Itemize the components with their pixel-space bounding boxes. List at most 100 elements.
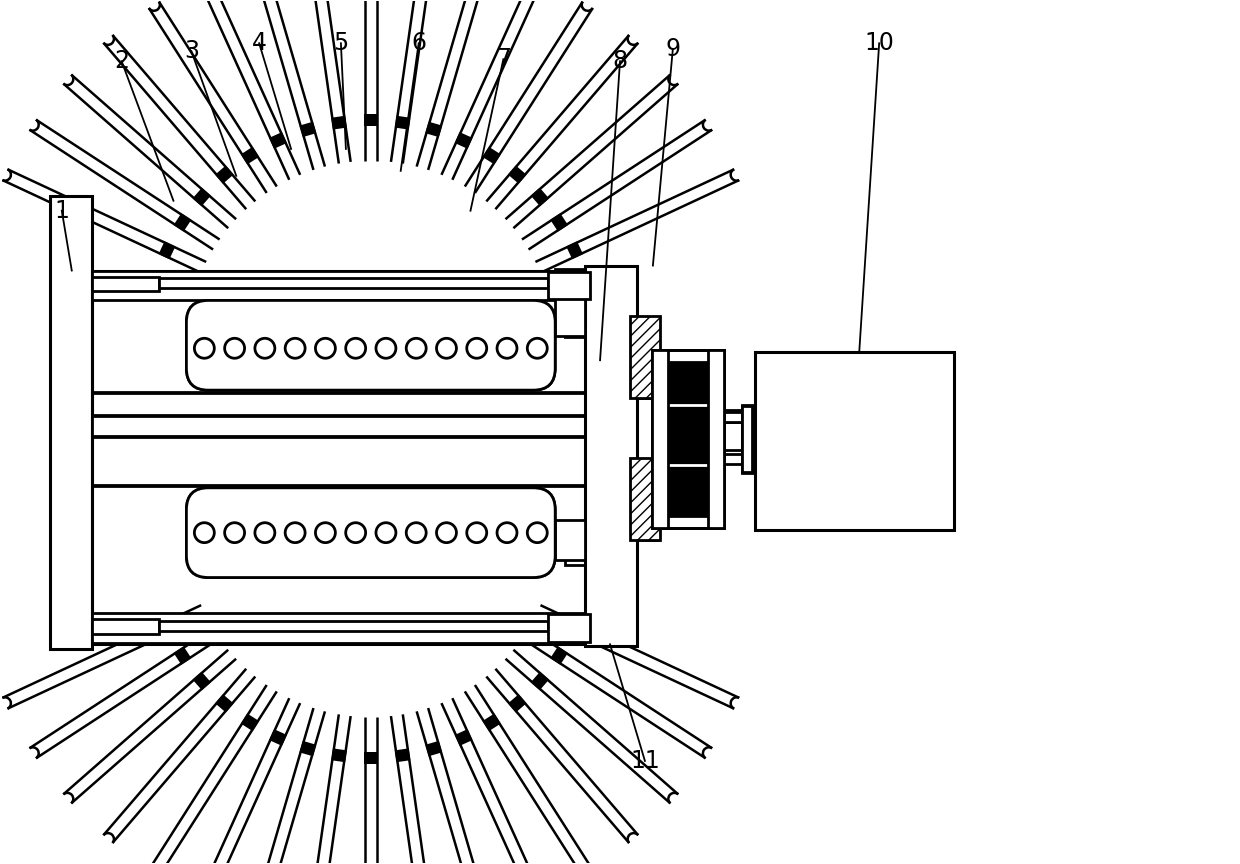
Circle shape bbox=[224, 523, 244, 543]
Polygon shape bbox=[252, 0, 325, 170]
Text: 8: 8 bbox=[613, 49, 627, 73]
Polygon shape bbox=[331, 116, 347, 130]
Polygon shape bbox=[363, 114, 378, 126]
Circle shape bbox=[255, 523, 275, 543]
Circle shape bbox=[102, 833, 114, 845]
Polygon shape bbox=[531, 187, 549, 206]
Circle shape bbox=[527, 339, 547, 359]
Circle shape bbox=[466, 523, 487, 543]
Bar bbox=[755, 353, 954, 530]
Bar bbox=[708, 350, 724, 528]
Bar bbox=[92, 619, 160, 634]
Text: 2: 2 bbox=[114, 49, 129, 73]
Bar bbox=[742, 405, 754, 473]
Bar bbox=[565, 524, 585, 564]
Polygon shape bbox=[425, 740, 443, 756]
Polygon shape bbox=[506, 650, 678, 804]
Text: 10: 10 bbox=[864, 31, 894, 55]
Bar bbox=[652, 350, 668, 528]
Circle shape bbox=[61, 793, 73, 805]
Polygon shape bbox=[252, 708, 325, 864]
Polygon shape bbox=[198, 698, 300, 864]
Circle shape bbox=[285, 339, 305, 359]
Circle shape bbox=[255, 339, 275, 359]
Circle shape bbox=[668, 73, 681, 85]
Circle shape bbox=[195, 339, 215, 359]
Circle shape bbox=[376, 339, 396, 359]
Polygon shape bbox=[391, 715, 434, 864]
Bar bbox=[160, 621, 548, 632]
Circle shape bbox=[27, 747, 38, 759]
Circle shape bbox=[346, 523, 366, 543]
Text: 7: 7 bbox=[496, 48, 511, 71]
Polygon shape bbox=[30, 628, 219, 759]
Bar bbox=[548, 614, 590, 642]
Bar bbox=[755, 353, 954, 530]
Bar bbox=[724, 450, 742, 462]
Circle shape bbox=[436, 523, 456, 543]
Polygon shape bbox=[269, 132, 286, 149]
Polygon shape bbox=[465, 2, 593, 193]
Polygon shape bbox=[63, 650, 236, 804]
Bar bbox=[630, 316, 660, 398]
Polygon shape bbox=[391, 0, 434, 163]
Polygon shape bbox=[149, 685, 277, 864]
Circle shape bbox=[436, 523, 456, 543]
Circle shape bbox=[148, 0, 160, 10]
Circle shape bbox=[315, 523, 335, 543]
Polygon shape bbox=[417, 708, 490, 864]
Circle shape bbox=[436, 339, 456, 359]
Polygon shape bbox=[300, 740, 316, 756]
Circle shape bbox=[497, 339, 517, 359]
Polygon shape bbox=[567, 619, 583, 637]
Circle shape bbox=[315, 339, 335, 359]
Circle shape bbox=[195, 523, 215, 543]
Circle shape bbox=[730, 168, 743, 181]
Circle shape bbox=[224, 339, 244, 359]
Bar bbox=[92, 614, 590, 645]
Polygon shape bbox=[308, 0, 351, 163]
Circle shape bbox=[195, 523, 215, 543]
Bar bbox=[160, 278, 548, 289]
Bar bbox=[724, 454, 742, 464]
Bar bbox=[156, 626, 546, 632]
Circle shape bbox=[527, 523, 547, 543]
Polygon shape bbox=[455, 729, 472, 746]
Bar bbox=[565, 297, 585, 337]
Circle shape bbox=[497, 523, 517, 543]
Text: 1: 1 bbox=[55, 199, 69, 223]
Circle shape bbox=[668, 793, 681, 805]
Polygon shape bbox=[441, 698, 543, 864]
Polygon shape bbox=[216, 166, 233, 184]
FancyBboxPatch shape bbox=[186, 488, 556, 577]
Text: 6: 6 bbox=[412, 31, 427, 55]
Circle shape bbox=[224, 523, 244, 543]
Bar bbox=[92, 278, 156, 290]
Bar bbox=[615, 510, 630, 555]
Polygon shape bbox=[149, 2, 277, 193]
Circle shape bbox=[315, 339, 335, 359]
Bar bbox=[615, 301, 630, 346]
Bar bbox=[92, 415, 590, 437]
Bar bbox=[556, 269, 585, 298]
Circle shape bbox=[466, 339, 487, 359]
Polygon shape bbox=[536, 605, 739, 708]
Circle shape bbox=[61, 73, 73, 85]
Circle shape bbox=[376, 523, 396, 543]
Circle shape bbox=[703, 118, 715, 130]
Bar bbox=[668, 362, 708, 516]
Circle shape bbox=[376, 339, 396, 359]
Polygon shape bbox=[192, 187, 211, 206]
Polygon shape bbox=[241, 714, 259, 731]
Polygon shape bbox=[103, 35, 255, 209]
Circle shape bbox=[497, 523, 517, 543]
Polygon shape bbox=[308, 715, 351, 864]
Polygon shape bbox=[363, 752, 378, 764]
Circle shape bbox=[407, 339, 427, 359]
Circle shape bbox=[346, 523, 366, 543]
Bar bbox=[585, 265, 637, 646]
Circle shape bbox=[407, 523, 427, 543]
Bar bbox=[50, 196, 92, 650]
Bar bbox=[556, 520, 585, 560]
Bar bbox=[50, 196, 92, 650]
